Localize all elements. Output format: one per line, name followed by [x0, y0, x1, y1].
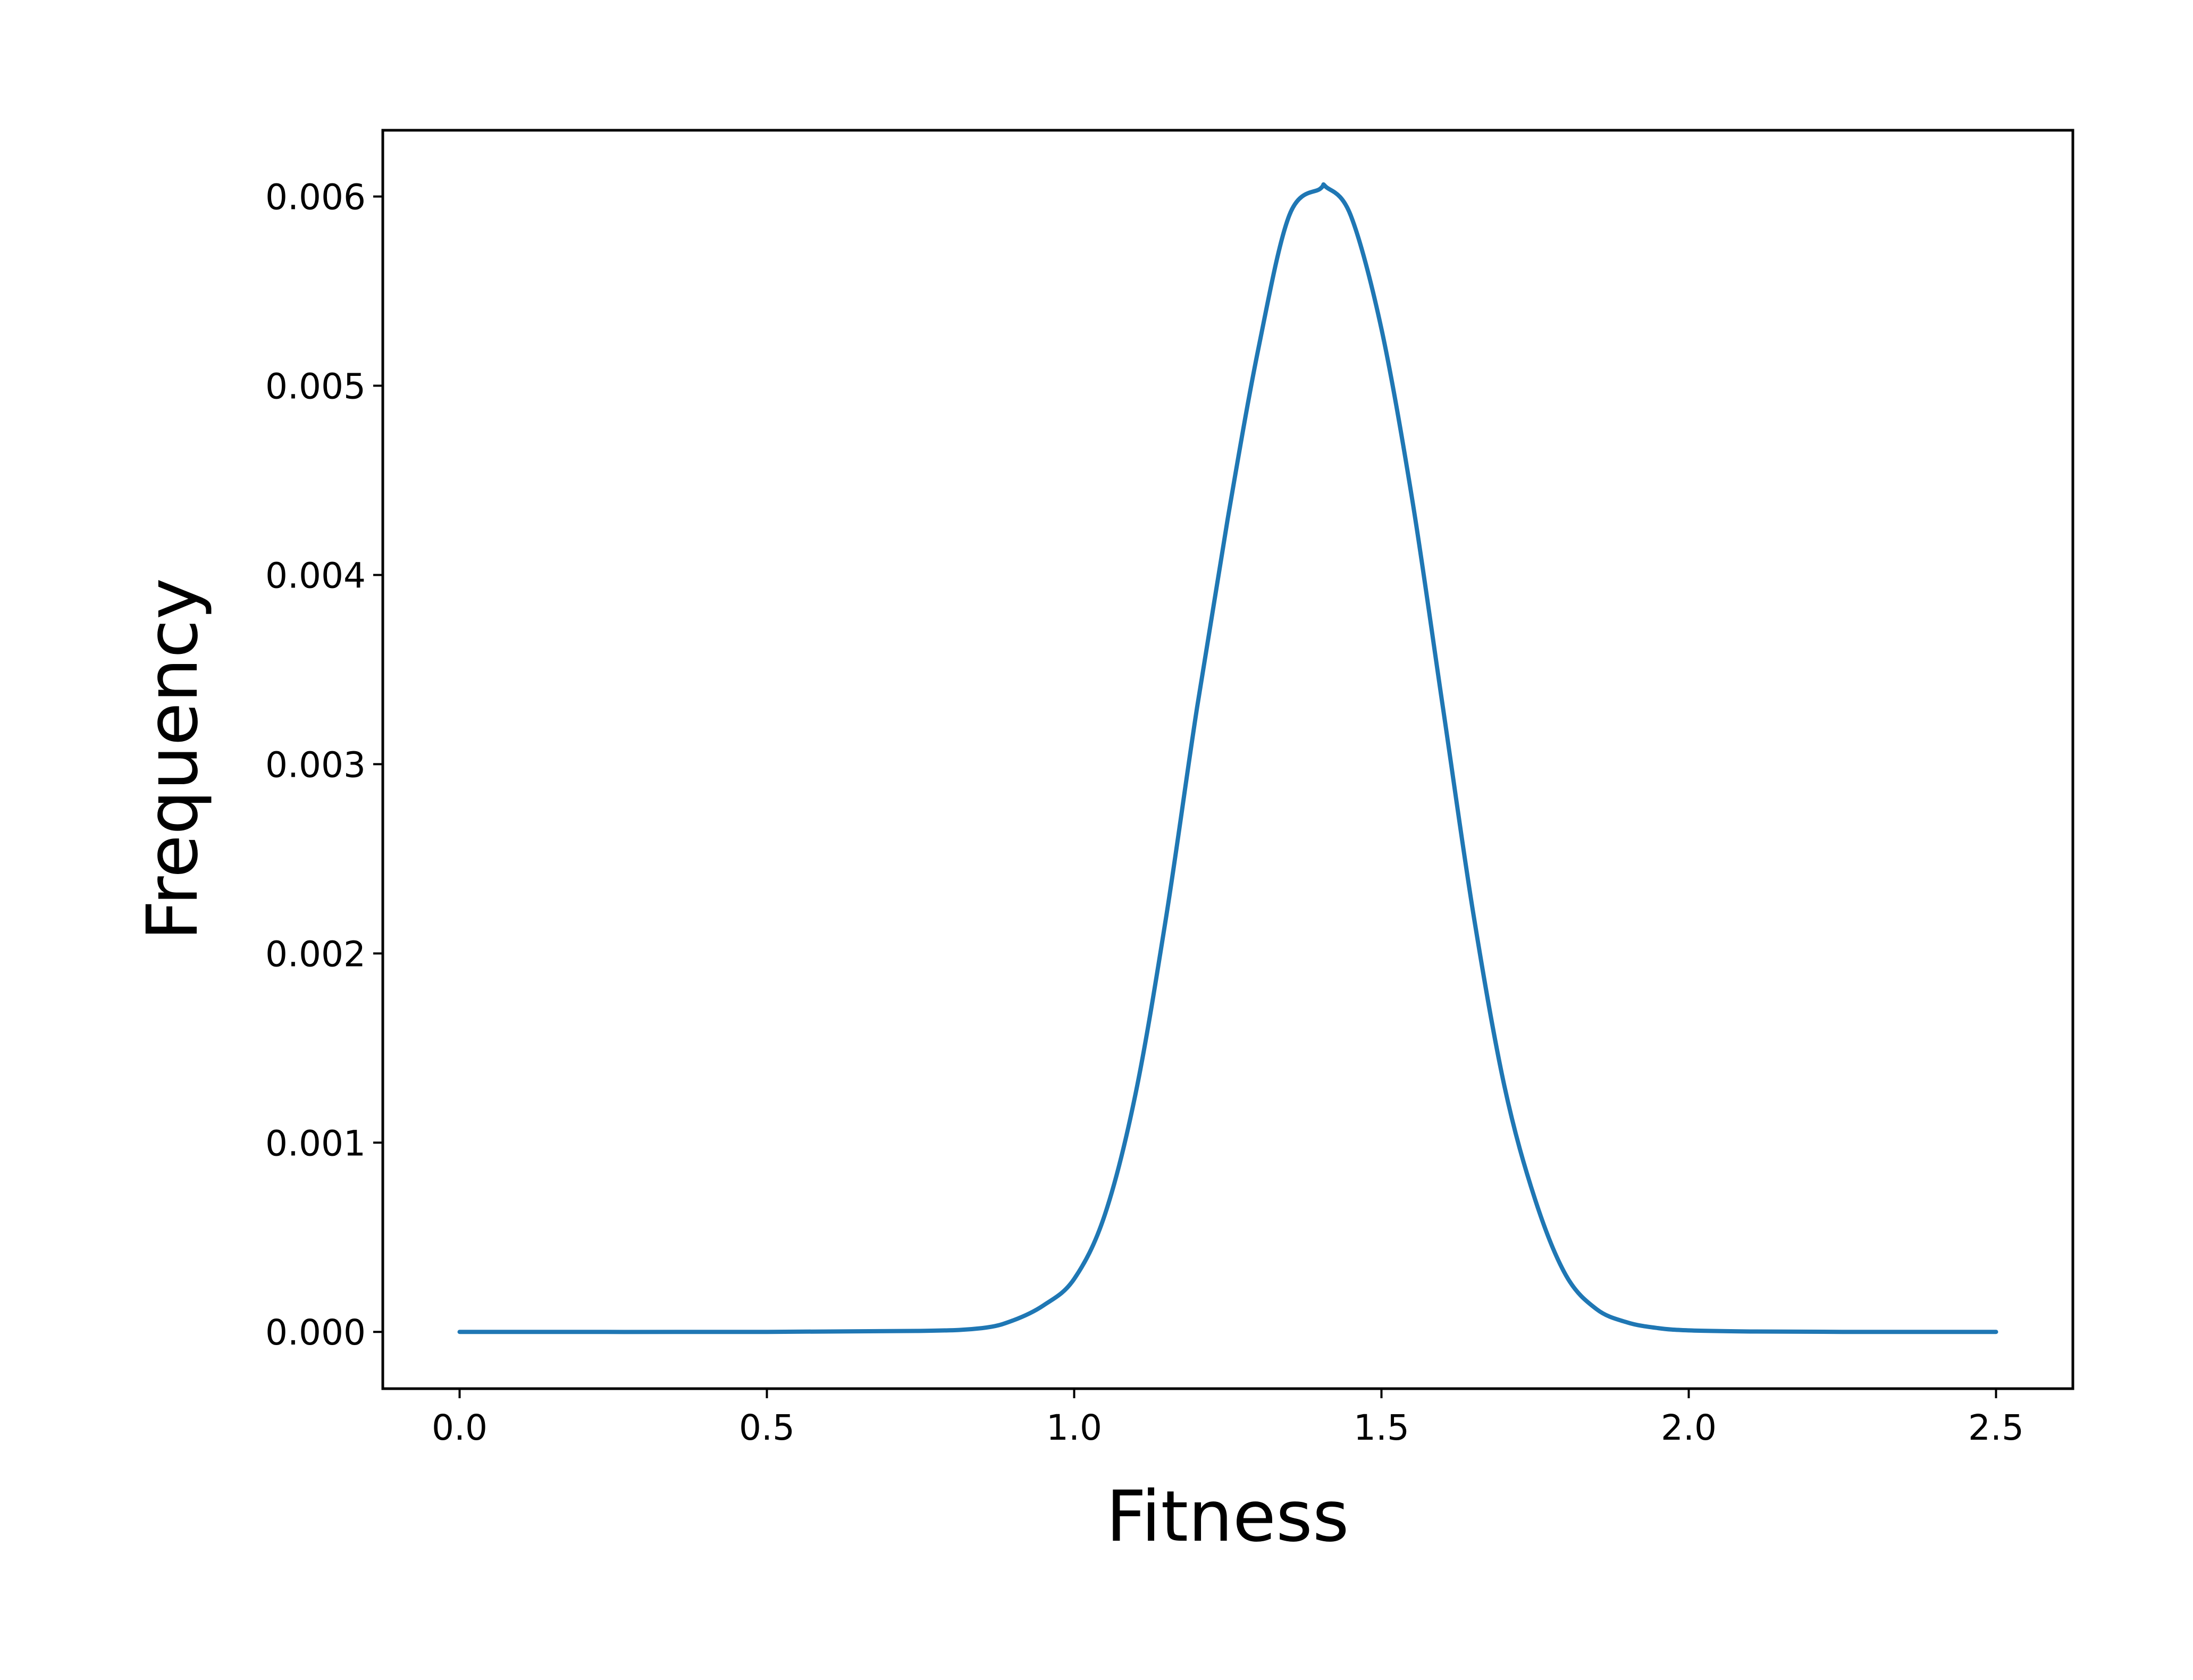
- x-tick-label: 1.0: [1046, 1407, 1102, 1448]
- x-tick-label: 2.5: [1968, 1407, 2024, 1448]
- y-tick-label: 0.004: [265, 555, 366, 596]
- x-axis: 0.0 0.5 1.0 1.5 2.0 2.5: [432, 1389, 2024, 1448]
- y-tick-label: 0.000: [265, 1312, 366, 1353]
- x-axis-title: Fitness: [1106, 1476, 1349, 1558]
- x-tick-label: 0.5: [739, 1407, 795, 1448]
- y-tick-label: 0.003: [265, 744, 366, 785]
- y-tick-label: 0.002: [265, 934, 366, 975]
- x-tick-label: 2.0: [1661, 1407, 1717, 1448]
- y-tick-label: 0.001: [265, 1123, 366, 1164]
- x-tick-label: 0.0: [432, 1407, 488, 1448]
- y-axis: 0.000 0.001 0.002 0.003 0.004 0.005 0.006: [265, 177, 383, 1353]
- y-axis-title: Frequency: [132, 578, 214, 940]
- plot-frame: [381, 129, 2074, 1390]
- y-tick-label: 0.006: [265, 177, 366, 218]
- y-tick-label: 0.005: [265, 366, 366, 407]
- series-line: [457, 182, 1998, 1334]
- x-tick-label: 1.5: [1354, 1407, 1409, 1448]
